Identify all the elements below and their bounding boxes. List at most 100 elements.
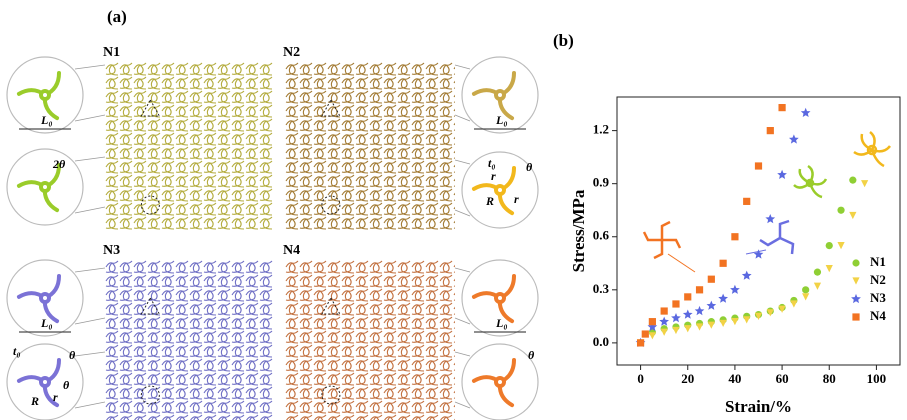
x-tick-label: 80 [823,371,836,386]
point [802,286,809,293]
point [814,283,821,290]
lattice-label: N4 [283,243,300,258]
point [826,242,833,249]
connector [75,115,105,121]
legend-label: N3 [870,290,886,305]
point [861,180,868,187]
point [743,316,750,323]
x-tick-label: 40 [728,371,741,386]
point [826,265,833,272]
connector [75,207,105,213]
legend-label: N2 [870,272,886,287]
plot-frame [617,97,900,365]
lattice [285,62,455,230]
inset-label: t₀ [488,156,496,170]
legend-label: N4 [870,308,886,323]
point [789,134,799,143]
point [661,329,668,336]
point [742,271,752,280]
connector [75,268,105,272]
lattice [285,260,455,420]
x-tick-label: 20 [681,371,694,386]
lattice [105,260,273,420]
point [708,276,715,283]
point [696,323,703,330]
panel-label: (b) [553,31,574,50]
inset-label: θ [526,160,533,174]
legend-marker [852,313,859,320]
legend-marker [852,259,859,266]
inset-label: 2θ [52,157,66,171]
connector [455,268,470,272]
point [708,322,715,329]
inset-label: r [53,390,58,404]
point [661,307,668,314]
figure: (a) (b) N1N2N3N4L₀2θL₀t₀rθRrL₀t₀θθRrL₀θ0… [0,0,907,420]
inset-label: r [491,169,496,183]
point [837,207,844,214]
connector [75,402,105,408]
inset-label: L₀ [495,316,508,330]
point [849,212,856,219]
point [684,325,691,332]
inset-label: r [514,192,519,206]
inset-label: θ [63,378,70,392]
point [672,300,679,307]
legend-marker [851,294,861,303]
y-tick-label: 0.3 [593,281,610,296]
y-tick-label: 0.6 [593,228,610,243]
point [767,127,774,134]
inset-label: L₀ [495,113,508,127]
connector [455,65,470,69]
inset-label: θ [528,348,535,362]
point [718,294,728,303]
point [659,317,669,326]
point [802,293,809,300]
point [743,198,750,205]
lattice [105,62,273,230]
connector [75,352,105,356]
connector [75,65,105,69]
y-tick-label: 1.2 [593,122,609,137]
point [730,285,740,294]
connector [455,352,470,356]
illustrations [644,132,890,272]
point [642,330,649,337]
legend-marker [852,277,859,284]
point [720,320,727,327]
point [755,162,762,169]
point [790,300,797,307]
x-tick-label: 100 [867,371,887,386]
point [671,313,681,322]
point [765,214,775,223]
connector [75,157,105,161]
inset-label: L₀ [40,316,53,330]
lattice-label: N3 [103,243,120,258]
inset-label: t₀ [13,344,21,358]
connector [75,318,105,324]
connector [455,160,470,164]
y-tick-label: 0.0 [593,334,609,349]
point [720,260,727,267]
panel-label: (a) [107,7,127,26]
point [731,233,738,240]
inset-label: θ [69,348,76,362]
point [637,339,644,346]
x-tick-label: 0 [637,371,644,386]
point [672,327,679,334]
point [731,318,738,325]
point [696,286,703,293]
lattice-label: N2 [283,45,300,60]
point [683,310,693,319]
point [695,306,705,315]
x-tick-label: 60 [776,371,789,386]
point [649,332,656,339]
inset-label: R [30,394,39,408]
point [778,104,785,111]
point [684,293,691,300]
y-tick-label: 0.9 [593,175,610,190]
point [649,318,656,325]
x-axis-label: Strain/% [725,397,792,416]
point [837,242,844,249]
inset-label: R [485,194,494,208]
